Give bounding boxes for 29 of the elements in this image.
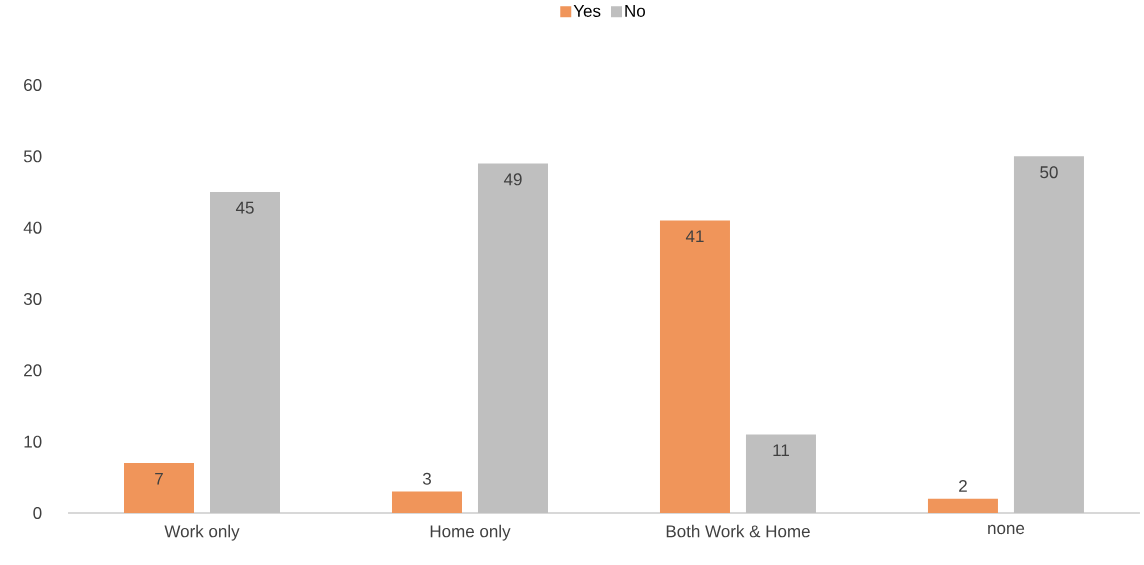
y-tick-label: 60 — [24, 78, 42, 92]
x-tick-label: Both Work & Home — [666, 524, 810, 538]
bar — [210, 191, 281, 513]
data-label: 2 — [959, 479, 967, 492]
bar — [124, 463, 195, 513]
bar — [477, 163, 548, 513]
x-tick-label: none — [988, 524, 1025, 535]
bar — [1013, 156, 1084, 513]
bar — [391, 491, 462, 513]
x-tick-label: Home only — [430, 524, 511, 541]
data-label: 50 — [1040, 166, 1058, 179]
data-label: 7 — [155, 472, 163, 485]
bar — [659, 220, 730, 513]
legend-label: No — [625, 5, 645, 17]
y-tick-label: 30 — [23, 292, 42, 306]
data-label: 49 — [503, 173, 522, 186]
x-tick-label: Work only — [164, 524, 240, 541]
y-tick-label: 40 — [23, 221, 42, 234]
y-tick-label: 10 — [24, 435, 42, 448]
y-tick-label: 50 — [23, 150, 42, 163]
data-label: 41 — [685, 230, 704, 243]
data-label: 45 — [235, 201, 254, 214]
y-tick-label: 0 — [33, 506, 42, 520]
legend-label: Yes — [573, 5, 601, 17]
bar — [927, 498, 998, 513]
data-label: 3 — [422, 472, 431, 485]
y-tick-label: 20 — [24, 364, 42, 377]
bar — [745, 434, 816, 513]
data-label: 11 — [773, 444, 789, 457]
